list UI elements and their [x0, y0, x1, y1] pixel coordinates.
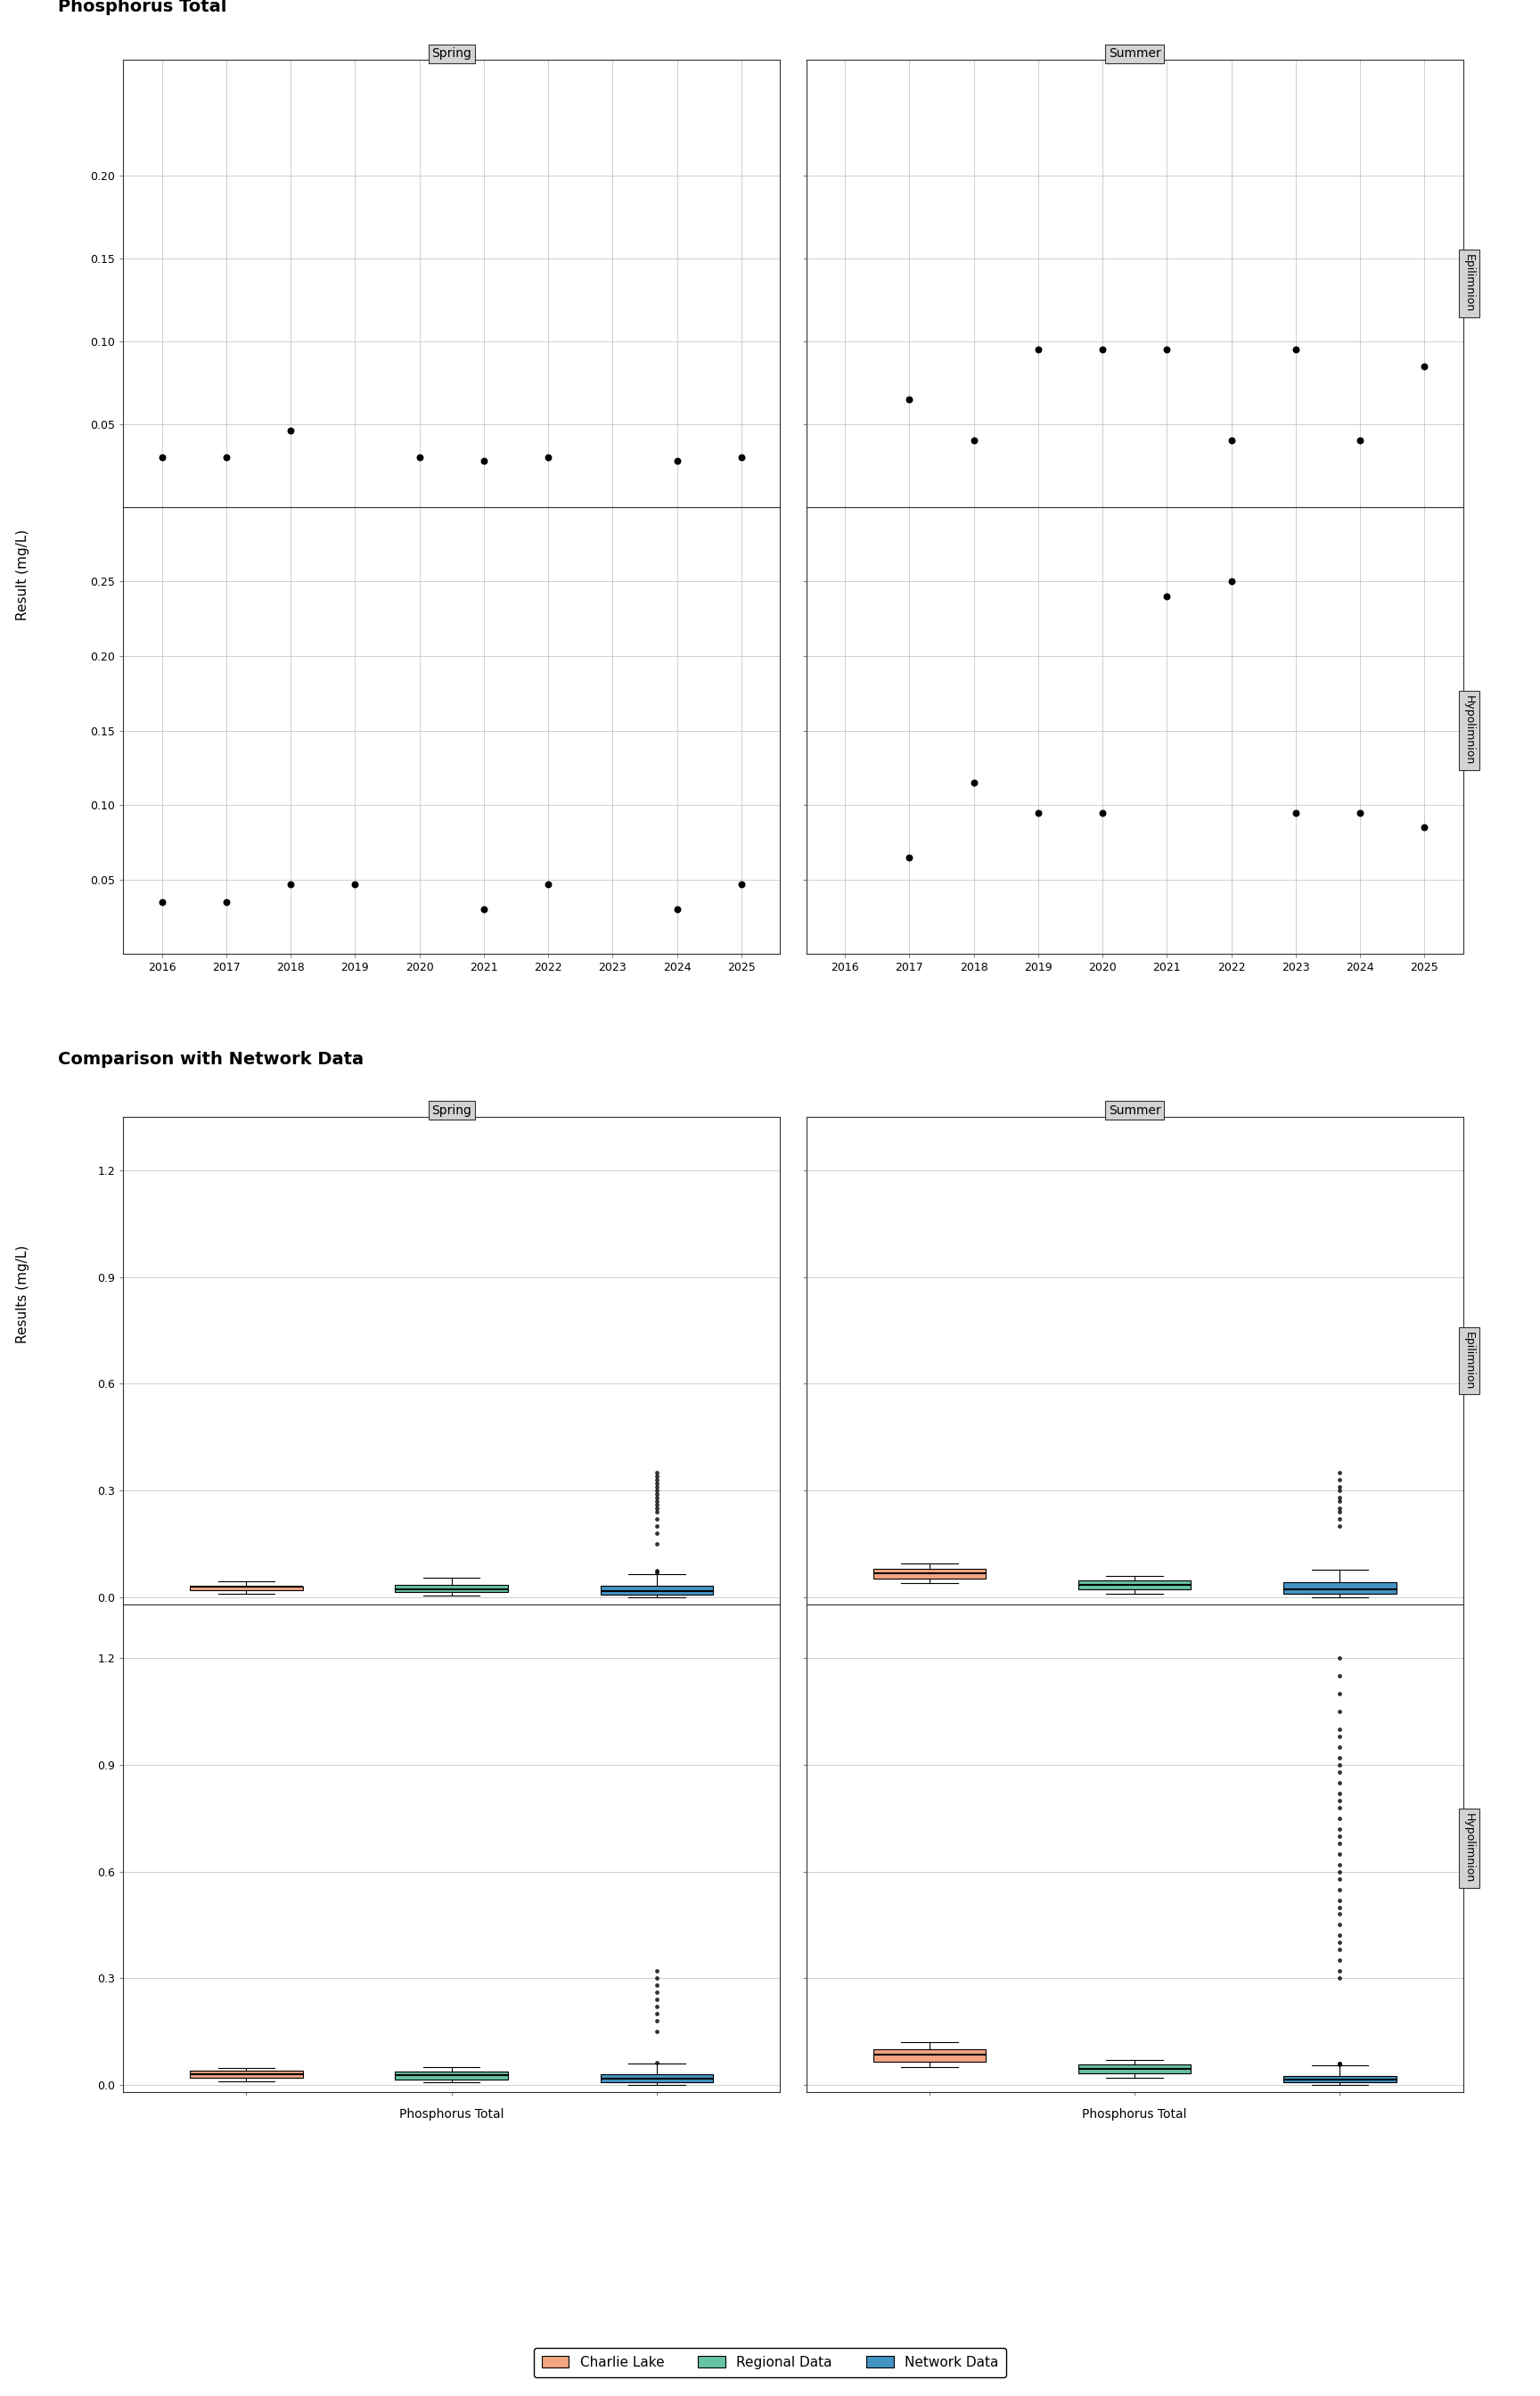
Point [279, 412, 303, 450]
PathPatch shape [1283, 1581, 1397, 1593]
PathPatch shape [189, 2070, 303, 2077]
Point [665, 891, 690, 930]
PathPatch shape [1078, 2065, 1190, 2073]
PathPatch shape [1283, 2075, 1397, 2082]
Point [1348, 422, 1372, 460]
Point [728, 865, 753, 903]
Point [961, 422, 986, 460]
Point [1348, 793, 1372, 831]
Point [961, 764, 986, 803]
Point [279, 865, 303, 903]
Point [407, 438, 431, 477]
Text: Summer: Summer [1109, 48, 1161, 60]
Text: Epilimnion: Epilimnion [1463, 1332, 1475, 1390]
Text: Summer: Summer [1109, 1105, 1161, 1117]
Point [1218, 563, 1243, 601]
Point [1090, 331, 1115, 369]
Point [728, 438, 753, 477]
Point [896, 839, 921, 877]
Point [214, 438, 239, 477]
Point [536, 865, 561, 903]
Point [343, 865, 368, 903]
Text: Comparison with Network Data: Comparison with Network Data [57, 1052, 363, 1069]
Text: Results (mg/L): Results (mg/L) [17, 1244, 29, 1344]
Text: Phosphorus Total: Phosphorus Total [57, 0, 226, 14]
Text: Spring: Spring [431, 48, 471, 60]
Text: Hypolimnion: Hypolimnion [1463, 1814, 1475, 1883]
PathPatch shape [396, 1584, 508, 1593]
Text: Spring: Spring [431, 1105, 471, 1117]
X-axis label: Phosphorus Total: Phosphorus Total [1083, 2108, 1187, 2120]
PathPatch shape [189, 1586, 303, 1591]
Point [1283, 331, 1307, 369]
PathPatch shape [1078, 1581, 1190, 1589]
Point [1026, 331, 1050, 369]
Point [471, 891, 496, 930]
Point [471, 441, 496, 479]
Point [149, 438, 174, 477]
PathPatch shape [873, 1569, 986, 1579]
Text: Result (mg/L): Result (mg/L) [17, 530, 29, 621]
Point [1155, 577, 1180, 616]
PathPatch shape [873, 2049, 986, 2063]
Point [1412, 347, 1437, 386]
Point [149, 882, 174, 920]
Point [536, 438, 561, 477]
Point [1412, 807, 1437, 846]
Text: Epilimnion: Epilimnion [1463, 254, 1475, 311]
Point [665, 441, 690, 479]
PathPatch shape [601, 1586, 713, 1593]
Point [1090, 793, 1115, 831]
Text: Hypolimnion: Hypolimnion [1463, 695, 1475, 764]
Point [214, 882, 239, 920]
Point [1155, 331, 1180, 369]
PathPatch shape [396, 2070, 508, 2080]
X-axis label: Phosphorus Total: Phosphorus Total [399, 2108, 504, 2120]
Point [1283, 793, 1307, 831]
Point [1026, 793, 1050, 831]
Point [1218, 422, 1243, 460]
Legend: Charlie Lake, Regional Data, Network Data: Charlie Lake, Regional Data, Network Dat… [533, 2348, 1007, 2377]
PathPatch shape [601, 2075, 713, 2082]
Point [896, 381, 921, 419]
